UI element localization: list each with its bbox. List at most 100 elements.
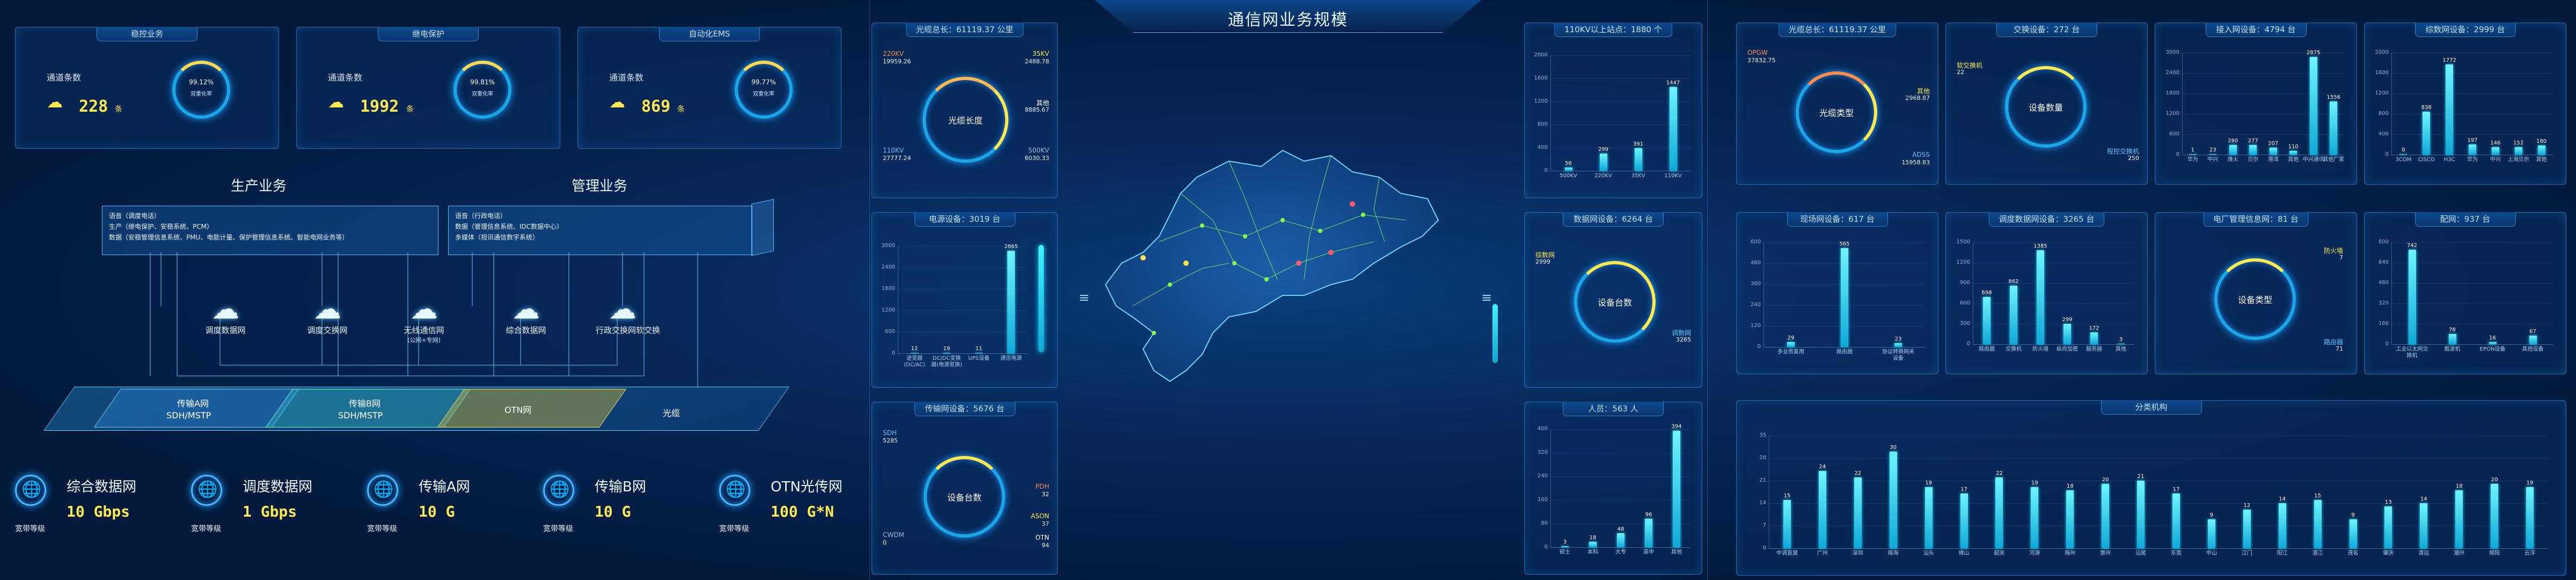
chart-bar[interactable] [2189, 154, 2197, 155]
plant-network-panel[interactable]: 电厂管理信息网：81 台设备类型 防火墙 7 路由器 71 [2155, 212, 2357, 374]
chart-bar[interactable] [2537, 145, 2545, 155]
donut-ring[interactable] [2214, 258, 2296, 340]
chart-bar[interactable] [2010, 285, 2017, 344]
chart-bar[interactable] [1818, 471, 1826, 548]
chart-bar[interactable] [2469, 144, 2476, 155]
chart-bar[interactable] [2514, 147, 2522, 155]
chart-bar[interactable] [2408, 249, 2416, 344]
donut-ring[interactable] [924, 456, 1005, 538]
chart-bar[interactable] [1007, 251, 1015, 353]
chart-bar[interactable] [2455, 490, 2463, 548]
chart-bar[interactable] [1783, 500, 1791, 548]
chart-bar[interactable] [2249, 145, 2257, 155]
chart-bar[interactable] [1787, 342, 1795, 347]
dispatch-device-panel[interactable]: 调度数据网设备：3265 台 0 300 600 900 1200 1500 698 路由器 86… [1945, 212, 2148, 374]
stat-card[interactable]: 自动化EMS 通道条数 ☁ 869 条 99.77% 双重化率 [577, 27, 841, 149]
bandwidth-item[interactable]: 🌐 传输B网 10 G 宽带等级 [540, 472, 706, 552]
chart-bar[interactable] [2330, 102, 2338, 155]
stat-card[interactable]: 继电保护 通道条数 ☁ 1992 条 99.81% 双重化率 [296, 27, 560, 149]
chart-bar[interactable] [1960, 494, 1968, 548]
branch-panel[interactable]: 分类机构 0 7 14 21 28 35 15 中调直属 24 广州 22 深圳 30 珠海 19 汕头 17 佛山… [1736, 400, 2566, 576]
stat-card[interactable]: 稳控业务 通道条数 ☁ 228 条 99.12% 双重化率 [15, 27, 279, 149]
cable-length-panel[interactable]: 光缆总长：61119.37 公里 光缆长度 220KV 19959.26 35KV 248… [872, 23, 1058, 198]
chart-bar[interactable] [2309, 56, 2317, 155]
chart-bar[interactable] [1561, 546, 1569, 547]
chart-bar[interactable] [1854, 477, 1862, 548]
chart-bar[interactable] [1841, 248, 1848, 347]
chart-bar[interactable] [1589, 542, 1597, 547]
chart-bar[interactable] [2243, 510, 2251, 548]
transport-device-panel[interactable]: 传输网设备：5676 台设备台数 SDH 5285 PDH 32 ASON 37 OTN 94 C… [872, 402, 1058, 575]
chart-bar[interactable] [2384, 506, 2392, 548]
cable-type-panel[interactable]: 光缆总长：61119.37 公里 光缆类型 OPGW 37832.75 其他 2968.8… [1736, 23, 1938, 185]
guangdong-map[interactable] [1052, 102, 1492, 403]
chart-bar[interactable] [2399, 154, 2407, 155]
site-device-panel[interactable]: 现场网设备：617 台 0 120 240 360 480 600 29 多业务复用 565 路由器… [1736, 212, 1938, 374]
layer-otn[interactable] [437, 389, 627, 427]
network-cloud[interactable]: ☁ 无线通信网 (公网+专网) [397, 294, 451, 344]
chart-bar[interactable] [2090, 332, 2098, 344]
chart-bar[interactable] [1617, 533, 1624, 547]
switch-panel[interactable]: 交换设备：272 台设备数量 软交换机 22 程控交换机 250 [1945, 23, 2148, 185]
chart-bar[interactable] [2489, 342, 2497, 344]
chart-bar[interactable] [1894, 343, 1902, 347]
access-device-panel[interactable]: 接入网设备：4794 台 0 600 1200 1800 2400 3000 1 华为 23 中兴 2… [2155, 23, 2357, 185]
chart-bar[interactable] [2229, 145, 2237, 155]
chart-bar[interactable] [2423, 112, 2431, 155]
chart-bar[interactable] [2172, 494, 2180, 548]
expand-right-icon[interactable]: ≡ [1481, 290, 1492, 305]
bandwidth-item[interactable]: 🌐 OTN光传网 100 G*N 宽带等级 [716, 472, 882, 552]
chart-bar[interactable] [2209, 154, 2217, 155]
chart-bar[interactable] [2037, 250, 2044, 344]
chart-bar[interactable] [2448, 334, 2456, 344]
chart-bar[interactable] [2526, 487, 2534, 548]
distribution-panel[interactable]: 配网：937 台 0 160 320 480 640 800 742 工业以太网交换机 78 载波机… [2364, 212, 2566, 374]
chart-bar[interactable] [2349, 519, 2357, 548]
donut-ring[interactable] [923, 77, 1008, 163]
chart-bar[interactable] [1634, 148, 1642, 171]
management-business-box[interactable]: 语音（行政电话） 数据（管理信息系统、IDC数据中心） 多媒体（视讯通信数字系统） [448, 206, 752, 255]
chart-bar[interactable] [2491, 147, 2499, 155]
chart-bar[interactable] [2066, 490, 2074, 548]
comp-device-panel[interactable]: 综数网设备：2999 台 0 400 800 1200 1600 2000 0 3COM 838 C… [2364, 23, 2566, 185]
station-panel[interactable]: 110KV以上站点：1880 个 0 400 800 1200 1600 2000 56 500… [1524, 23, 1702, 198]
chart-bar[interactable] [2529, 336, 2537, 344]
chart-bar[interactable] [1889, 452, 1897, 548]
chart-bar[interactable] [2289, 151, 2297, 155]
network-cloud[interactable]: ☁ 调度数据网 [199, 294, 252, 336]
power-device-panel[interactable]: 电源设备：3019 台 0 600 1200 1800 2400 3000 12 逆变器(DC/… [872, 212, 1058, 388]
staff-panel[interactable]: 人员：563 人 0 80 160 240 320 400 3 硕士 18 本科 48 大专 96 高中 39… [1524, 402, 1702, 575]
bandwidth-item[interactable]: 🌐 调度数据网 1 Gbps 宽带等级 [188, 472, 354, 552]
chart-bar[interactable] [2137, 481, 2145, 548]
chart-bar[interactable] [2207, 519, 2215, 548]
chart-bar[interactable] [2314, 500, 2322, 548]
scroll-indicator[interactable] [1492, 304, 1498, 363]
chart-bar[interactable] [1564, 167, 1572, 171]
chart-bar[interactable] [1669, 87, 1677, 171]
scroll-indicator[interactable] [1038, 245, 1044, 352]
chart-bar[interactable] [2269, 147, 2277, 155]
donut-ring[interactable] [1574, 261, 1656, 343]
chart-bar[interactable] [1673, 431, 1680, 547]
network-cloud[interactable]: ☁ 行政交换网软交换 [596, 294, 660, 336]
chart-bar[interactable] [2446, 64, 2454, 155]
chart-bar[interactable] [2420, 503, 2428, 548]
chart-bar[interactable] [1983, 296, 1990, 344]
production-business-box[interactable]: 语音（调度电话） 生产（继电保护、安稳系统、PCM） 数据（安稳管理信息系统、PMU… [102, 206, 438, 255]
chart-bar[interactable] [2491, 484, 2499, 548]
chart-bar[interactable] [1645, 519, 1652, 547]
network-cloud[interactable]: ☁ 调度交换网 [301, 294, 354, 336]
chart-bar[interactable] [2102, 484, 2110, 548]
donut-ring[interactable] [1796, 71, 1877, 153]
donut-ring[interactable] [2005, 66, 2087, 148]
chart-bar[interactable] [1995, 477, 2003, 548]
network-cloud[interactable]: ☁ 综合数据网 [499, 294, 553, 336]
bandwidth-item[interactable]: 🌐 综合数据网 10 Gbps 宽带等级 [12, 472, 178, 552]
expand-left-icon[interactable]: ≡ [1079, 290, 1090, 305]
chart-bar[interactable] [2063, 324, 2071, 344]
bandwidth-item[interactable]: 🌐 传输A网 10 G 宽带等级 [364, 472, 530, 552]
chart-bar[interactable] [1924, 487, 1933, 548]
data-device-panel[interactable]: 数据网设备：6264 台设备台数 综数网 2999 调数网 3265 [1492, 212, 1702, 388]
chart-bar[interactable] [2031, 487, 2039, 548]
chart-bar[interactable] [1599, 153, 1607, 171]
